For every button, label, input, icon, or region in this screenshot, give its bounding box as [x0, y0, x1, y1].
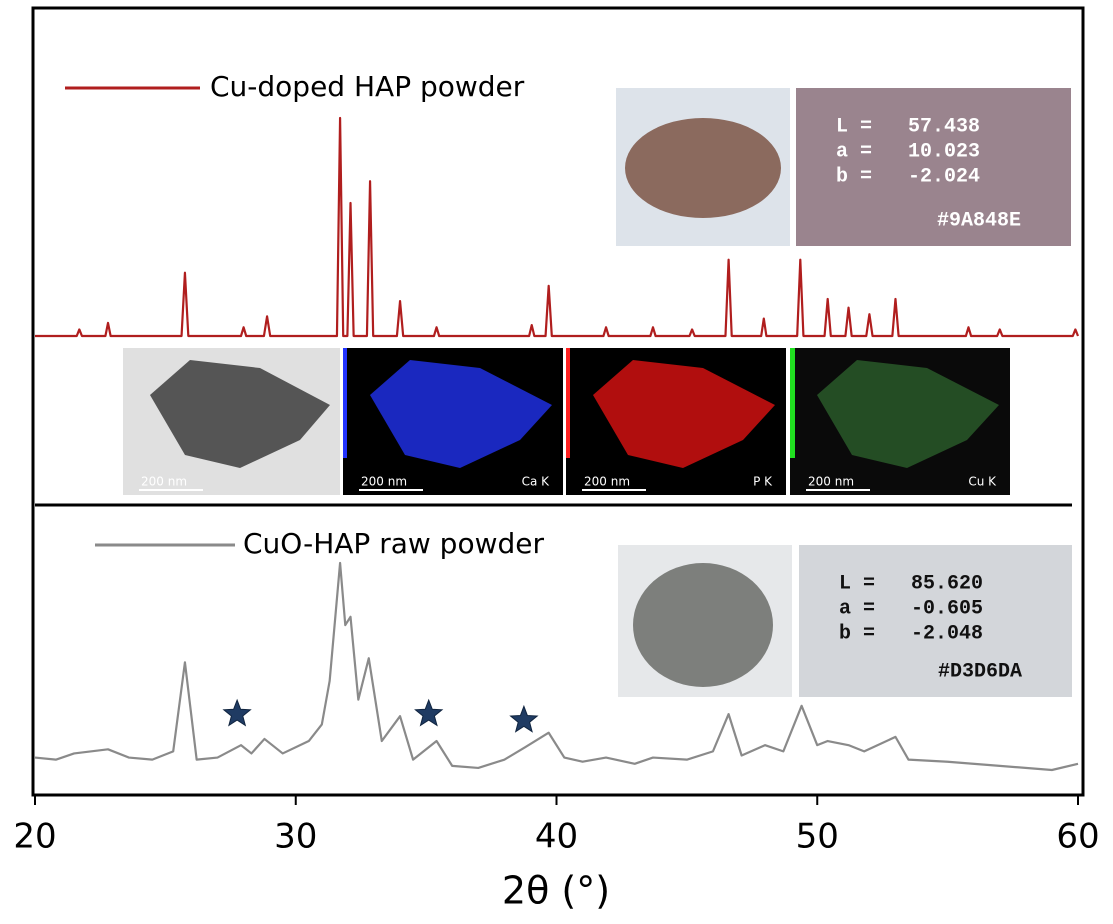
color-code: #D3D6DA [938, 660, 1022, 683]
lab-value: b = -2.048 [839, 622, 983, 645]
particle [150, 360, 330, 468]
element-label: P K [753, 475, 773, 489]
plot-frame [31, 6, 1085, 797]
color-bar [566, 348, 570, 458]
lab-value: b = -2.024 [836, 165, 980, 188]
element-map [370, 360, 552, 468]
x-tick-label: 50 [796, 817, 839, 857]
series-line [35, 116, 1080, 338]
x-tick-label: 60 [1056, 817, 1099, 857]
lab-value: L = 85.620 [839, 572, 983, 595]
color-box [799, 545, 1072, 697]
color-bar [790, 348, 795, 458]
scale-bar-label: 200 nm [141, 475, 187, 489]
x-tick-label: 30 [274, 817, 317, 857]
legend-label: CuO-HAP raw powder [243, 527, 544, 560]
star-marker [222, 698, 252, 727]
x-tick-label: 40 [535, 817, 578, 857]
element-map [817, 360, 999, 468]
element-label: Ca K [522, 475, 551, 489]
scale-bar-label: 200 nm [808, 475, 854, 489]
star-marker [509, 704, 539, 733]
lab-value: L = 57.438 [836, 115, 980, 138]
color-code: #9A848E [937, 209, 1021, 232]
scale-bar-label: 200 nm [584, 475, 630, 489]
element-label: Cu K [968, 475, 997, 489]
scale-bar-label: 200 nm [361, 475, 407, 489]
series-line [34, 561, 1079, 772]
lab-value: a = -0.605 [839, 597, 983, 620]
x-tick-label: 20 [13, 817, 56, 857]
color-box [796, 88, 1071, 246]
powder [625, 118, 781, 218]
lab-value: a = 10.023 [836, 140, 980, 163]
powder [633, 563, 773, 687]
star-marker [414, 698, 444, 727]
x-axis-label: 2θ (°) [502, 869, 610, 913]
color-bar [343, 348, 347, 458]
legend-label: Cu-doped HAP powder [210, 70, 525, 103]
element-map [593, 360, 775, 468]
